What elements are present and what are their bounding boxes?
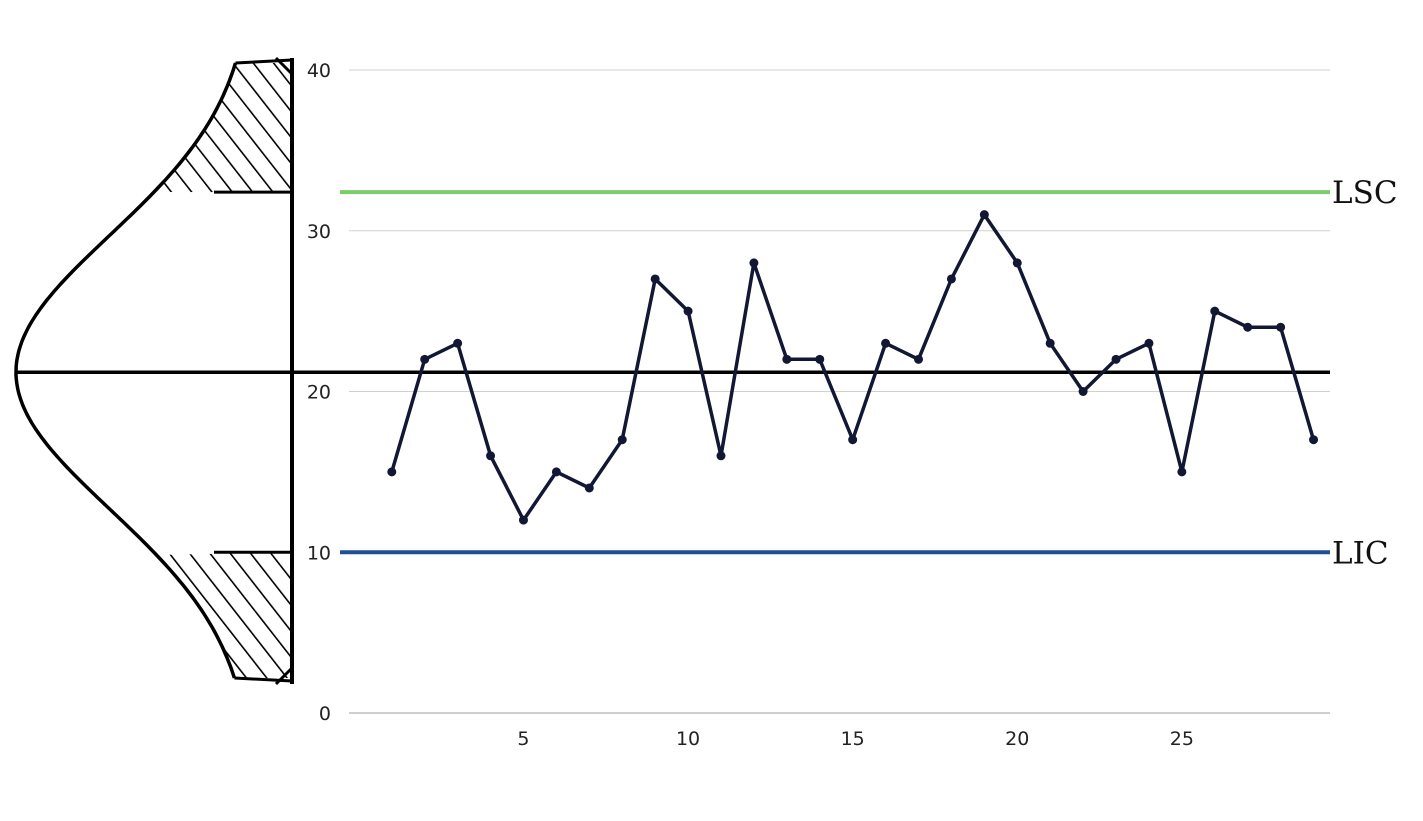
data-point — [650, 274, 660, 284]
data-point — [1210, 306, 1220, 316]
data-point — [617, 435, 627, 445]
data-point — [518, 515, 528, 525]
data-point — [1276, 322, 1286, 332]
lower-tail-hatch — [156, 552, 292, 678]
lower-tail-cap — [234, 676, 293, 683]
x-tick-label: 25 — [1170, 728, 1194, 750]
x-axis-ticks: 5 10 15 20 25 — [517, 728, 1194, 750]
series-line — [390, 211, 1316, 524]
data-point — [1078, 387, 1088, 396]
data-point — [420, 354, 430, 364]
y-axis-ticks: 0 10 20 30 40 — [307, 60, 331, 725]
data-point — [387, 467, 397, 477]
y-tick-label: 10 — [307, 542, 331, 564]
y-tick-label: 20 — [307, 382, 331, 404]
y-tick-label: 0 — [319, 703, 331, 725]
data-point — [749, 258, 759, 268]
distribution-sketch — [14, 56, 294, 686]
data-point — [979, 210, 989, 220]
gridlines — [349, 69, 1330, 714]
data-point — [914, 354, 924, 364]
x-tick-label: 20 — [1005, 728, 1029, 750]
data-point — [815, 354, 825, 364]
upper-tail-cap — [235, 58, 293, 65]
data-point — [1177, 467, 1187, 477]
data-point — [1243, 322, 1253, 332]
data-point — [881, 338, 891, 348]
data-point — [486, 451, 496, 461]
data-point — [1309, 435, 1319, 445]
data-point — [584, 483, 594, 493]
data-point — [453, 338, 463, 348]
data-point — [1111, 354, 1121, 364]
data-point — [946, 274, 956, 284]
x-tick-label: 10 — [676, 728, 700, 750]
data-point — [683, 306, 693, 316]
upper-tail-hatch — [154, 63, 292, 193]
data-point — [1045, 338, 1055, 348]
data-point — [716, 451, 726, 461]
x-tick-label: 15 — [841, 728, 865, 750]
series-markers — [387, 210, 1319, 525]
x-tick-label: 5 — [517, 728, 529, 750]
data-point — [1012, 258, 1022, 268]
y-tick-label: 30 — [307, 221, 331, 243]
data-point — [782, 354, 792, 364]
y-tick-label: 40 — [307, 60, 331, 82]
data-point — [551, 467, 561, 477]
series-path — [390, 211, 1316, 524]
limit-label-1: LIC — [1332, 535, 1389, 571]
axis-bottom-cap — [274, 666, 294, 686]
axis-top-cap — [274, 56, 294, 76]
control-limits: LSC LIC — [16, 175, 1398, 571]
limit-label-0: LSC — [1332, 175, 1398, 211]
data-point — [848, 435, 858, 445]
data-point — [1144, 338, 1154, 348]
